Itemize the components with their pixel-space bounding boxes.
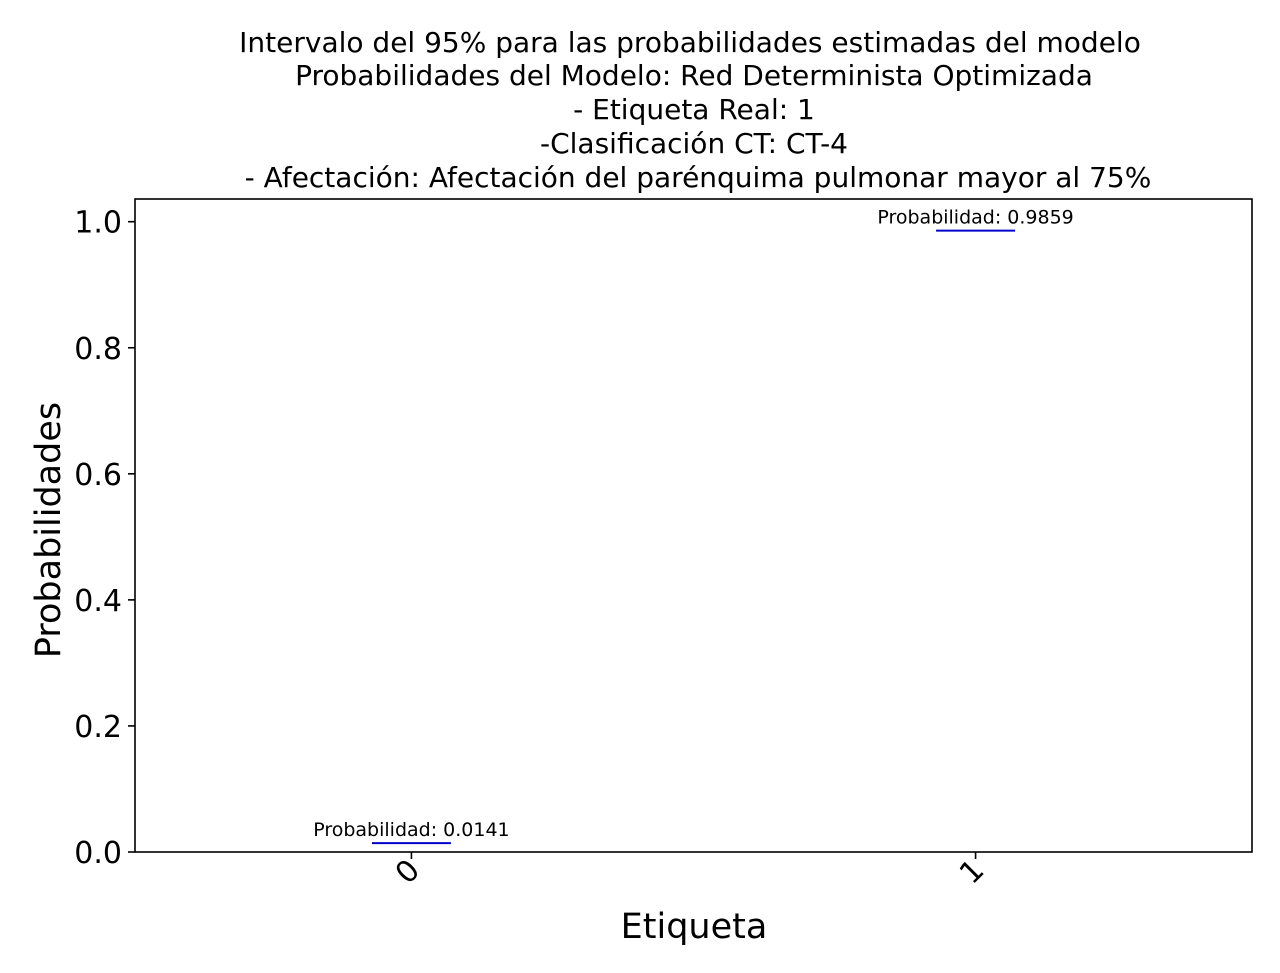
y-tick-label: 0.0: [74, 836, 122, 871]
title-line-5: - Afectación: Afectación del parénquima …: [245, 161, 1152, 194]
interval-marks: [371, 229, 1016, 845]
probability-annotations: Probabilidad: 0.0141 Probabilidad: 0.9859: [313, 207, 1074, 842]
probability-annotation: Probabilidad: 0.9859: [877, 207, 1073, 229]
y-tick-label: 0.2: [74, 710, 122, 745]
plot-area-frame: [134, 198, 1253, 853]
title-line-2: Probabilidades del Modelo: Red Determini…: [295, 59, 1093, 92]
y-axis: 0.0 0.2 0.4 0.6 0.8 1.0: [74, 206, 135, 871]
y-tick-label: 0.8: [74, 332, 122, 367]
chart-title: Intervalo del 95% para las probabilidade…: [239, 26, 1151, 194]
y-tick-label: 0.6: [74, 458, 122, 493]
title-line-4: -Clasificación CT: CT-4: [540, 127, 848, 160]
y-axis-label: Probabilidades: [29, 402, 69, 658]
title-line-1: Intervalo del 95% para las probabilidade…: [239, 26, 1141, 59]
y-tick-label: 1.0: [74, 206, 122, 241]
y-tick-label: 0.4: [74, 584, 122, 619]
x-axis-label: Etiqueta: [621, 907, 768, 947]
title-line-3: - Etiqueta Real: 1: [573, 93, 815, 126]
probability-annotation: Probabilidad: 0.0141: [313, 819, 509, 841]
